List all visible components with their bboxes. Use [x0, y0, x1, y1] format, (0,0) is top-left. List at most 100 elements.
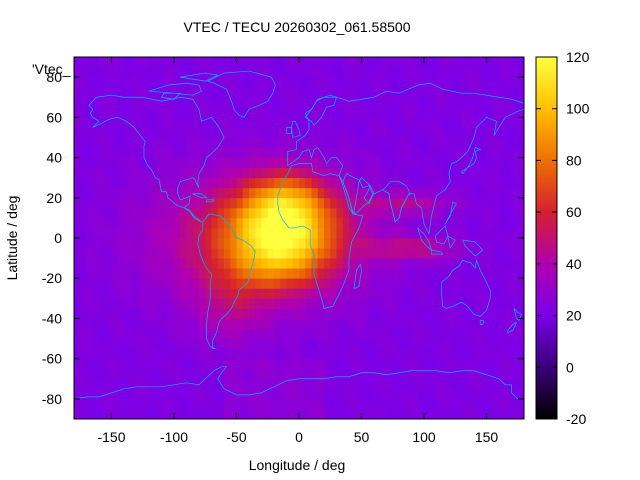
- x-tick-label: 50: [354, 429, 370, 445]
- heatmap-cell: [474, 338, 481, 350]
- heatmap-cell: [517, 157, 524, 169]
- heatmap-cell: [105, 358, 112, 370]
- heatmap-cell: [86, 77, 93, 88]
- heatmap-cell: [199, 288, 206, 299]
- heatmap-cell: [124, 167, 131, 179]
- heatmap-cell: [149, 298, 156, 309]
- heatmap-cell: [499, 107, 506, 118]
- heatmap-cell: [317, 278, 325, 289]
- heatmap-cell: [161, 398, 168, 410]
- heatmap-cell: [111, 187, 118, 199]
- heatmap-cell: [105, 298, 112, 309]
- heatmap-cell: [342, 67, 350, 78]
- heatmap-cell: [305, 77, 312, 88]
- heatmap-cell: [342, 338, 350, 350]
- heatmap-cell: [411, 398, 418, 410]
- heatmap-cell: [74, 177, 81, 189]
- heatmap-cell: [399, 207, 406, 219]
- heatmap-cell: [461, 57, 468, 68]
- heatmap-cell: [230, 238, 237, 249]
- heatmap-cell: [142, 57, 150, 68]
- heatmap-cell: [111, 207, 118, 219]
- heatmap-cell: [136, 187, 143, 199]
- heatmap-cell: [467, 177, 475, 189]
- heatmap-cell: [405, 358, 412, 370]
- heatmap-cell: [449, 97, 456, 108]
- heatmap-cell: [424, 398, 431, 410]
- heatmap-cell: [467, 197, 475, 209]
- heatmap-cell: [236, 177, 243, 189]
- heatmap-cell: [355, 288, 362, 299]
- heatmap-cell: [361, 147, 368, 158]
- heatmap-cell: [192, 328, 200, 339]
- heatmap-cell: [305, 227, 312, 239]
- heatmap-cell: [155, 197, 162, 209]
- heatmap-cell: [149, 258, 156, 269]
- heatmap-cell: [505, 87, 512, 98]
- heatmap-cell: [455, 258, 462, 269]
- heatmap-cell: [417, 157, 425, 169]
- heatmap-cell: [86, 147, 93, 158]
- heatmap-cell: [236, 398, 243, 410]
- heatmap-cell: [174, 167, 181, 179]
- heatmap-cell: [430, 207, 437, 219]
- heatmap-cell: [130, 408, 137, 419]
- heatmap-cell: [286, 197, 293, 209]
- heatmap-cell: [261, 278, 268, 289]
- heatmap-cell: [236, 318, 243, 329]
- heatmap-cell: [292, 147, 300, 158]
- heatmap-cell: [211, 167, 218, 179]
- heatmap-cell: [399, 238, 406, 249]
- heatmap-cell: [117, 348, 125, 360]
- heatmap-cell: [349, 238, 356, 249]
- heatmap-cell: [436, 288, 443, 299]
- heatmap-cell: [424, 348, 431, 360]
- colorbar-tick-label: 40: [566, 256, 582, 272]
- heatmap-cell: [449, 398, 456, 410]
- heatmap-cell: [411, 278, 418, 289]
- heatmap-cell: [105, 207, 112, 219]
- heatmap-cell: [136, 278, 143, 289]
- heatmap-cell: [255, 187, 262, 199]
- heatmap-cell: [361, 67, 368, 78]
- heatmap-cell: [230, 378, 237, 390]
- heatmap-cell: [399, 258, 406, 269]
- heatmap-cell: [380, 308, 387, 319]
- heatmap-cell: [424, 207, 431, 219]
- heatmap-cell: [499, 268, 506, 279]
- heatmap-cell: [436, 157, 443, 169]
- heatmap-cell: [417, 238, 425, 249]
- heatmap-cell: [480, 358, 487, 370]
- heatmap-cell: [274, 127, 281, 138]
- heatmap-cell: [361, 298, 368, 309]
- heatmap-cell: [117, 57, 125, 68]
- heatmap-cell: [499, 67, 506, 78]
- heatmap-cell: [111, 197, 118, 209]
- heatmap-cell: [461, 107, 468, 118]
- heatmap-cell: [217, 157, 225, 169]
- heatmap-cell: [486, 358, 493, 370]
- heatmap-cell: [280, 368, 287, 380]
- heatmap-cell: [399, 217, 406, 229]
- heatmap-cell: [224, 318, 231, 329]
- heatmap-cell: [342, 107, 350, 118]
- heatmap-cell: [74, 87, 81, 98]
- heatmap-cell: [205, 298, 212, 309]
- heatmap-cell: [99, 378, 106, 390]
- heatmap-cell: [292, 157, 300, 169]
- heatmap-cell: [324, 308, 331, 319]
- heatmap-cell: [274, 197, 281, 209]
- heatmap-cell: [349, 378, 356, 390]
- heatmap-cell: [386, 318, 393, 329]
- heatmap-cell: [274, 278, 281, 289]
- heatmap-cell: [174, 97, 181, 108]
- heatmap-cell: [355, 248, 362, 259]
- heatmap-cell: [380, 338, 387, 350]
- heatmap-cell: [336, 67, 343, 78]
- heatmap-cell: [367, 167, 375, 179]
- heatmap-cell: [330, 378, 337, 390]
- heatmap-cell: [199, 348, 206, 360]
- heatmap-cell: [124, 408, 131, 419]
- heatmap-cell: [499, 308, 506, 319]
- heatmap-cell: [442, 147, 450, 158]
